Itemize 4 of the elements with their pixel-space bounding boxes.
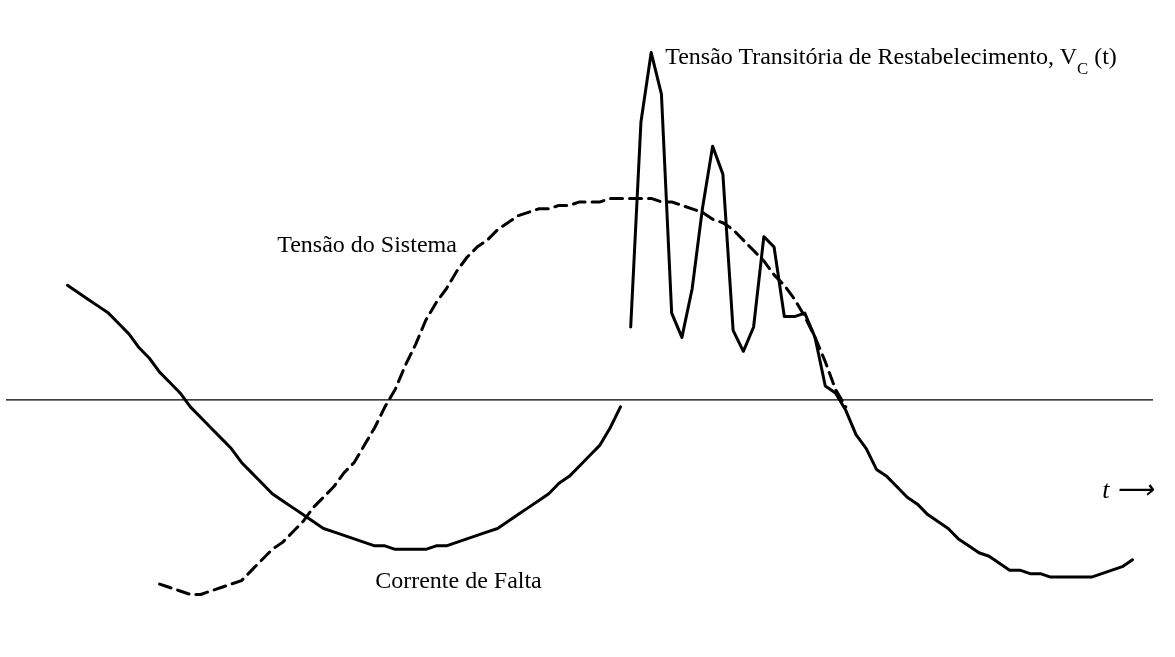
series-label: Corrente de Falta — [375, 567, 543, 594]
series-label: Tensão Transitória de Restabelecimento, V$_{C}$ (t) — [665, 42, 1117, 78]
x-axis-title: t ⟶ — [1102, 474, 1155, 504]
series-label: Tensão do Sistema — [277, 231, 458, 258]
